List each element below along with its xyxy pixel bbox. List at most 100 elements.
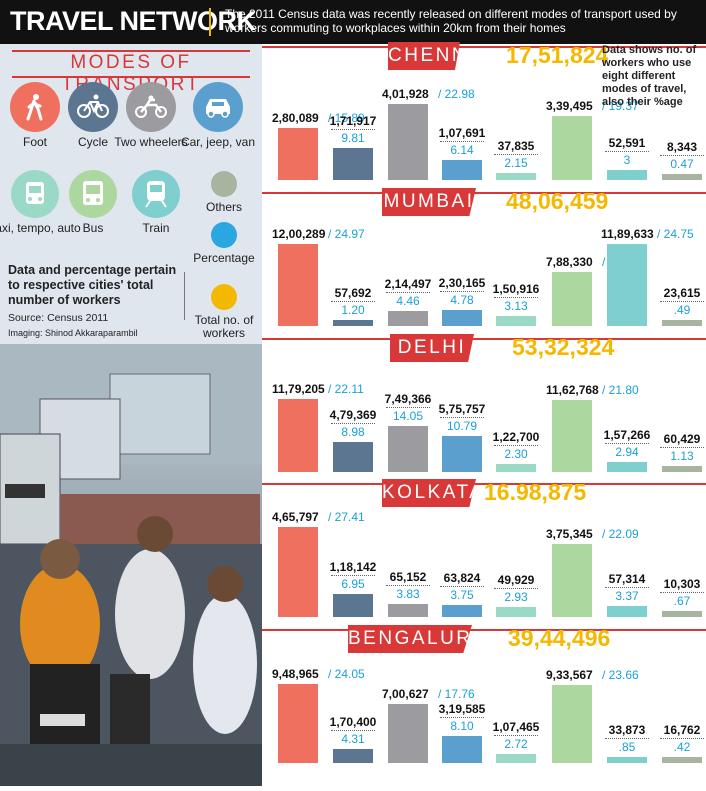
value-label: 1,07,465	[492, 720, 540, 735]
bar-taxi-tempo-auto	[496, 172, 536, 180]
bar-train	[607, 244, 647, 326]
bar-car-jeep-van	[442, 159, 482, 180]
label-divider	[440, 140, 484, 142]
others-icon	[211, 171, 237, 197]
bar-train	[607, 605, 647, 617]
value-label: 63,824	[443, 570, 481, 585]
city-name: BENGALURU	[348, 625, 472, 653]
value-label: 11,79,205	[272, 382, 325, 397]
bar-two-wheelers	[388, 425, 428, 472]
mode-label: Car, jeep, van	[180, 135, 256, 149]
data-note: Data and percentage pertain to respectiv…	[8, 263, 177, 307]
label-divider	[386, 292, 430, 294]
bar-car-jeep-van	[442, 736, 482, 763]
car-icon	[193, 82, 243, 132]
label-divider	[331, 128, 375, 130]
mode-cycle: Cycle	[45, 82, 141, 149]
key-percentage: Percentage	[176, 222, 272, 265]
percent-label: 6.14	[450, 142, 474, 157]
percent-label: / 19.37	[602, 99, 639, 114]
percent-label: .49	[673, 303, 691, 317]
city-name: DELHI	[390, 334, 474, 362]
percent-label: 1.13	[670, 449, 694, 463]
value-label: 7,49,366	[384, 391, 432, 406]
value-label: 2,14,497	[384, 277, 432, 292]
bus-icon	[69, 170, 117, 218]
walking-person-icon	[10, 82, 60, 132]
bar-taxi-tempo-auto	[496, 464, 536, 472]
city-panel-chennai: CHENNAI 17,51,824 2,80,089 / 15.89 1,71,917 9…	[262, 42, 706, 188]
label-divider	[605, 443, 649, 445]
mode-label: Train	[142, 221, 170, 235]
label-divider	[494, 588, 538, 590]
bar-foot	[278, 399, 318, 472]
percent-label: 4.46	[396, 294, 420, 309]
value-label: 65,152	[389, 570, 427, 585]
label-divider	[605, 586, 649, 588]
mode-bus: Bus	[45, 170, 141, 235]
percent-label: 2.72	[504, 737, 528, 752]
city-panel-bengaluru: BENGALURU 39,44,496 9,48,965 / 24.05 1,70,40…	[262, 625, 706, 771]
source-credit: Source: Census 2011	[8, 312, 109, 324]
bar-taxi-tempo-auto	[496, 754, 536, 763]
label-divider	[494, 735, 538, 737]
percent-label: / 24.97	[328, 226, 365, 241]
value-label: 7,00,627	[382, 687, 429, 702]
label-divider	[331, 729, 375, 731]
city-total-workers: 48,06,459	[506, 188, 609, 214]
mode-two-wheelers: Two wheelers	[103, 82, 199, 149]
label-divider	[494, 445, 538, 447]
value-label: 11,62,768	[546, 383, 599, 398]
city-total-workers: 53,32,324	[512, 334, 615, 360]
value-label: 2,80,089	[272, 110, 319, 125]
city-rule	[262, 338, 706, 340]
city-rule	[262, 192, 706, 194]
percent-label: / 27.41	[328, 509, 365, 524]
label-divider	[660, 155, 704, 156]
value-label: 11,89,633	[601, 227, 654, 242]
value-label: 60,429	[663, 432, 701, 446]
label-divider	[331, 575, 375, 577]
header: TRAVEL NETWORK The 2011 Census data was …	[0, 0, 706, 44]
mode-others: Others	[176, 171, 272, 214]
label-divider	[660, 592, 704, 593]
city-rule	[262, 46, 706, 48]
bar-others	[662, 757, 702, 763]
value-label: 9,48,965	[272, 666, 319, 681]
city-name: MUMBAI	[382, 188, 476, 216]
value-label: 10,303	[663, 577, 701, 591]
legend-rule-top	[12, 50, 250, 52]
city-total-workers: 39,44,496	[508, 625, 611, 651]
motorcycle-icon	[126, 82, 176, 132]
percent-label: 14.05	[392, 408, 424, 423]
bar-bus	[552, 684, 592, 763]
percent-label: / 22.11	[328, 382, 364, 397]
value-label: 4,79,369	[329, 408, 377, 423]
mode-label: Others	[205, 200, 242, 214]
percent-label: .85	[618, 740, 636, 754]
mode-foot: Foot	[0, 82, 83, 149]
value-label: 2,30,165	[438, 276, 486, 291]
legend-panel: MODES OF TRANSPORT Foot Cycle Two wheele…	[0, 44, 262, 786]
city-panel-kolkata: KOLKATA 16.98,875 4,65,797 / 27.41 1,18,142 6…	[262, 479, 706, 625]
percent-label: 3.37	[615, 588, 639, 603]
label-divider	[440, 585, 484, 587]
value-label: 3,75,345	[546, 527, 593, 542]
chart-area: CHENNAI 17,51,824 2,80,089 / 15.89 1,71,917 9…	[262, 42, 706, 786]
bar-car-jeep-van	[442, 436, 482, 472]
label-divider	[331, 423, 375, 425]
value-label: 4,01,928	[382, 87, 429, 102]
label-divider	[605, 738, 649, 739]
bar-bus	[552, 400, 592, 472]
percent-label: 2.15	[504, 155, 528, 170]
bar-cycle	[333, 147, 373, 180]
value-label: 1,22,700	[492, 430, 540, 445]
bar-others	[662, 320, 702, 326]
value-label: 1,71,917	[329, 113, 377, 128]
bar-cycle	[333, 748, 373, 763]
mode-label: Taxi, tempo, auto	[0, 221, 81, 235]
percent-label: / 23.66	[602, 667, 639, 682]
percent-label: 3.83	[396, 587, 420, 602]
percent-label: 10.79	[446, 419, 478, 434]
bar-train	[607, 462, 647, 472]
